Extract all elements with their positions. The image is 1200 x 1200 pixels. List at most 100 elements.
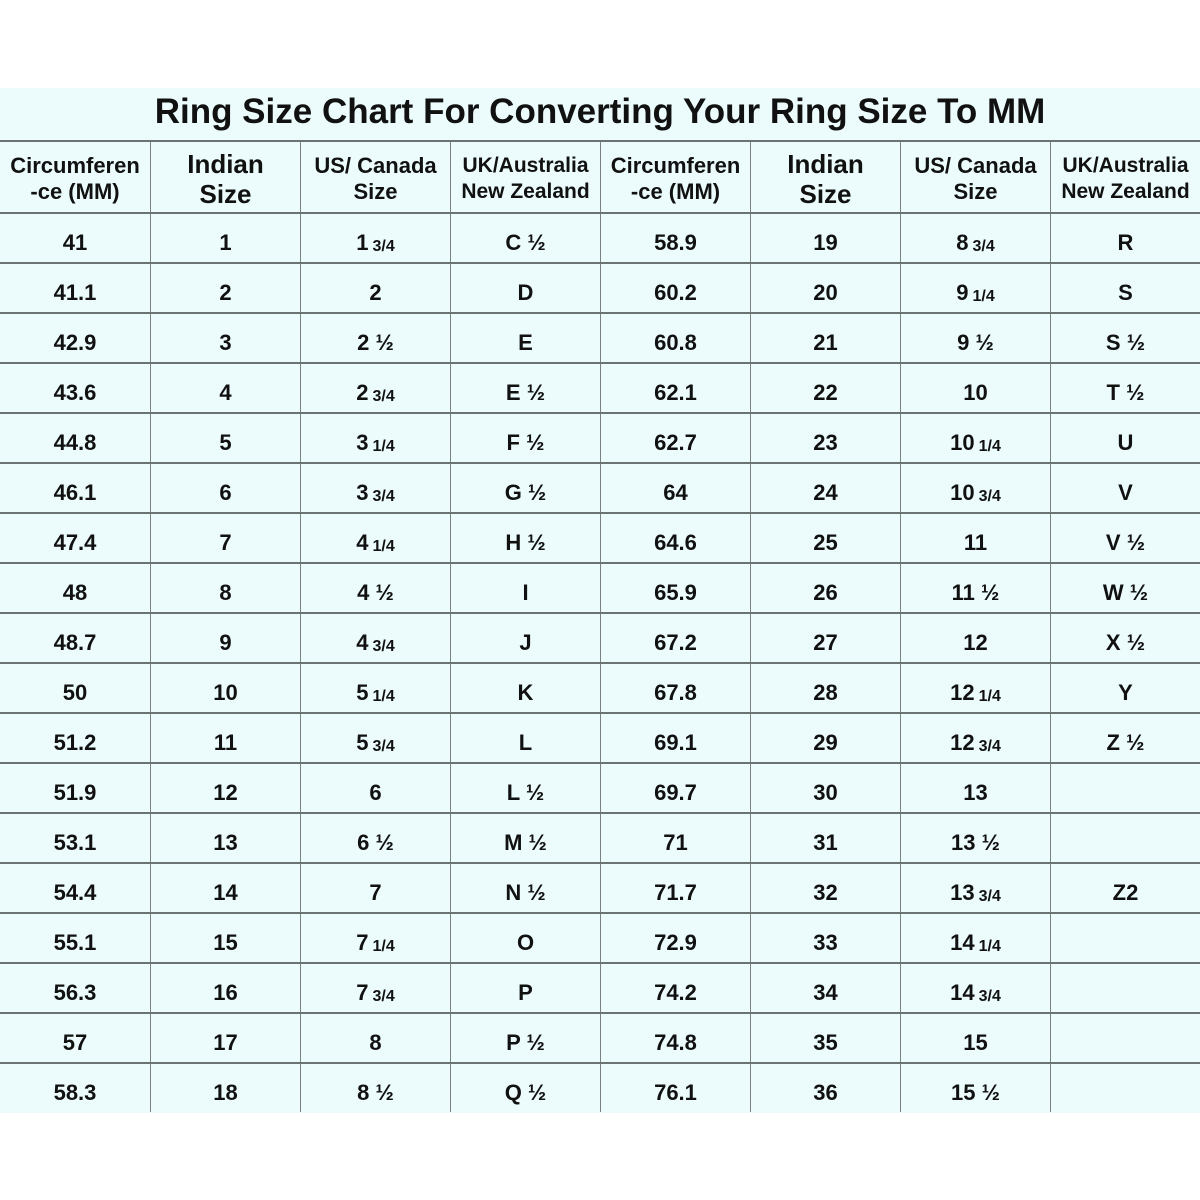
cell-value: Z2 — [1112, 880, 1139, 905]
size-fraction: 3/4 — [372, 738, 395, 755]
size-whole: 10 — [950, 430, 975, 455]
header-us-canada-size: US/ Canada Size — [300, 142, 450, 212]
header-indian-size: Indian Size — [750, 142, 900, 212]
cell-value: 18 — [213, 1080, 238, 1105]
header-line: Size — [799, 179, 852, 209]
cell-value: 42.9 — [53, 330, 97, 355]
cell-circumference-mm: 60.2 — [600, 264, 750, 312]
cell-us-canada-size: 2 3/4 — [300, 364, 450, 412]
cell-value: 62.1 — [654, 380, 697, 405]
size-fraction: 1/4 — [372, 938, 395, 955]
cell-value: 10 — [963, 380, 988, 405]
header-indian-size: Indian Size — [150, 142, 300, 212]
size-whole: 10 — [950, 480, 975, 505]
cell-circumference-mm: 46.1 — [0, 464, 150, 512]
cell-us-canada-size: 6 — [300, 764, 450, 812]
header-row: Circumferen -ce (MM) Indian Size US/ Canada S… — [0, 140, 1200, 212]
cell-value: 48.7 — [53, 630, 97, 655]
table-row: 41 1 1 3/4 C ½ 58.9 19 8 3/4 R — [0, 212, 1200, 262]
cell-indian-size: 4 — [150, 364, 300, 412]
cell-value: 53.1 — [53, 830, 97, 855]
table-row: 54.4 14 7 N ½ 71.7 32 13 3/4 Z2 — [0, 862, 1200, 912]
cell-value: 11 — [963, 530, 988, 555]
header-uk-australia-nz-size: UK/Australia New Zealand — [1050, 142, 1200, 212]
cell-value: 28 — [813, 680, 838, 705]
cell-us-canada-size: 11 ½ — [900, 564, 1050, 612]
size-whole: 5 — [356, 730, 369, 755]
cell-value: 4 — [219, 380, 232, 405]
cell-value: 36 — [813, 1080, 838, 1105]
cell-uk-australia-nz-size: V — [1050, 464, 1200, 512]
cell-uk-australia-nz-size: M ½ — [450, 814, 600, 862]
header-line: Size — [953, 179, 998, 204]
cell-circumference-mm: 62.7 — [600, 414, 750, 462]
cell-value: 17 — [213, 1030, 238, 1055]
cell-value: 6 ½ — [357, 830, 394, 855]
cell-value: 15 — [213, 930, 238, 955]
cell-value: K — [517, 680, 534, 705]
size-whole: 4 — [356, 630, 369, 655]
cell-us-canada-size: 4 ½ — [300, 564, 450, 612]
table-row: 57 17 8 P ½ 74.8 35 15 — [0, 1012, 1200, 1062]
cell-indian-size: 2 — [150, 264, 300, 312]
table-row: 48.7 9 4 3/4 J 67.2 27 12 X ½ — [0, 612, 1200, 662]
cell-us-canada-size: 14 3/4 — [900, 964, 1050, 1012]
cell-value: 74.8 — [654, 1030, 697, 1055]
cell-value: O — [516, 930, 535, 955]
size-whole: 5 — [356, 680, 369, 705]
cell-value: Q ½ — [504, 1080, 547, 1105]
cell-indian-size: 12 — [150, 764, 300, 812]
cell-value: 67.2 — [654, 630, 697, 655]
cell-uk-australia-nz-size: S ½ — [1050, 314, 1200, 362]
cell-value: 25 — [813, 530, 838, 555]
cell-circumference-mm: 64.6 — [600, 514, 750, 562]
cell-uk-australia-nz-size — [1050, 1064, 1200, 1112]
cell-value: 11 — [213, 730, 238, 755]
table-row: 42.9 3 2 ½ E 60.8 21 9 ½ S ½ — [0, 312, 1200, 362]
cell-us-canada-size: 7 3/4 — [300, 964, 450, 1012]
cell-circumference-mm: 72.9 — [600, 914, 750, 962]
cell-uk-australia-nz-size: F ½ — [450, 414, 600, 462]
size-whole: 9 — [956, 280, 969, 305]
cell-circumference-mm: 42.9 — [0, 314, 150, 362]
cell-uk-australia-nz-size: D — [450, 264, 600, 312]
cell-uk-australia-nz-size: W ½ — [1050, 564, 1200, 612]
cell-uk-australia-nz-size: E — [450, 314, 600, 362]
cell-value: 58.3 — [53, 1080, 97, 1105]
cell-us-canada-size: 12 1/4 — [900, 664, 1050, 712]
cell-us-canada-size: 13 — [900, 764, 1050, 812]
cell-us-canada-size: 15 ½ — [900, 1064, 1050, 1112]
cell-value: J — [519, 630, 532, 655]
cell-value: L ½ — [506, 780, 545, 805]
cell-indian-size: 22 — [750, 364, 900, 412]
cell-circumference-mm: 71 — [600, 814, 750, 862]
cell-indian-size: 16 — [150, 964, 300, 1012]
cell-value: 16 — [213, 980, 238, 1005]
cell-value: 65.9 — [654, 580, 697, 605]
size-whole: 2 — [356, 380, 369, 405]
cell-indian-size: 28 — [750, 664, 900, 712]
cell-value: 46.1 — [53, 480, 97, 505]
cell-value: 15 ½ — [951, 1080, 1000, 1105]
cell-us-canada-size: 6 ½ — [300, 814, 450, 862]
table-row: 50 10 5 1/4 K 67.8 28 12 1/4 Y — [0, 662, 1200, 712]
cell-indian-size: 17 — [150, 1014, 300, 1062]
cell-value: 60.2 — [654, 280, 697, 305]
header-line: UK/Australia — [462, 154, 589, 177]
header-line: US/ Canada — [914, 153, 1037, 178]
cell-indian-size: 20 — [750, 264, 900, 312]
cell-circumference-mm: 41.1 — [0, 264, 150, 312]
cell-us-canada-size: 14 1/4 — [900, 914, 1050, 962]
header-line: Size — [199, 179, 252, 209]
cell-value: V — [1118, 480, 1133, 505]
cell-value: 19 — [813, 230, 838, 255]
table-row: 43.6 4 2 3/4 E ½ 62.1 22 10 T ½ — [0, 362, 1200, 412]
table-row: 46.1 6 3 3/4 G ½ 64 24 10 3/4 V — [0, 462, 1200, 512]
cell-value: R — [1117, 230, 1134, 255]
cell-us-canada-size: 7 — [300, 864, 450, 912]
cell-us-canada-size: 2 — [300, 264, 450, 312]
cell-indian-size: 6 — [150, 464, 300, 512]
cell-uk-australia-nz-size: U — [1050, 414, 1200, 462]
cell-value: 57 — [62, 1030, 88, 1055]
header-uk-australia-nz-size: UK/Australia New Zealand — [450, 142, 600, 212]
